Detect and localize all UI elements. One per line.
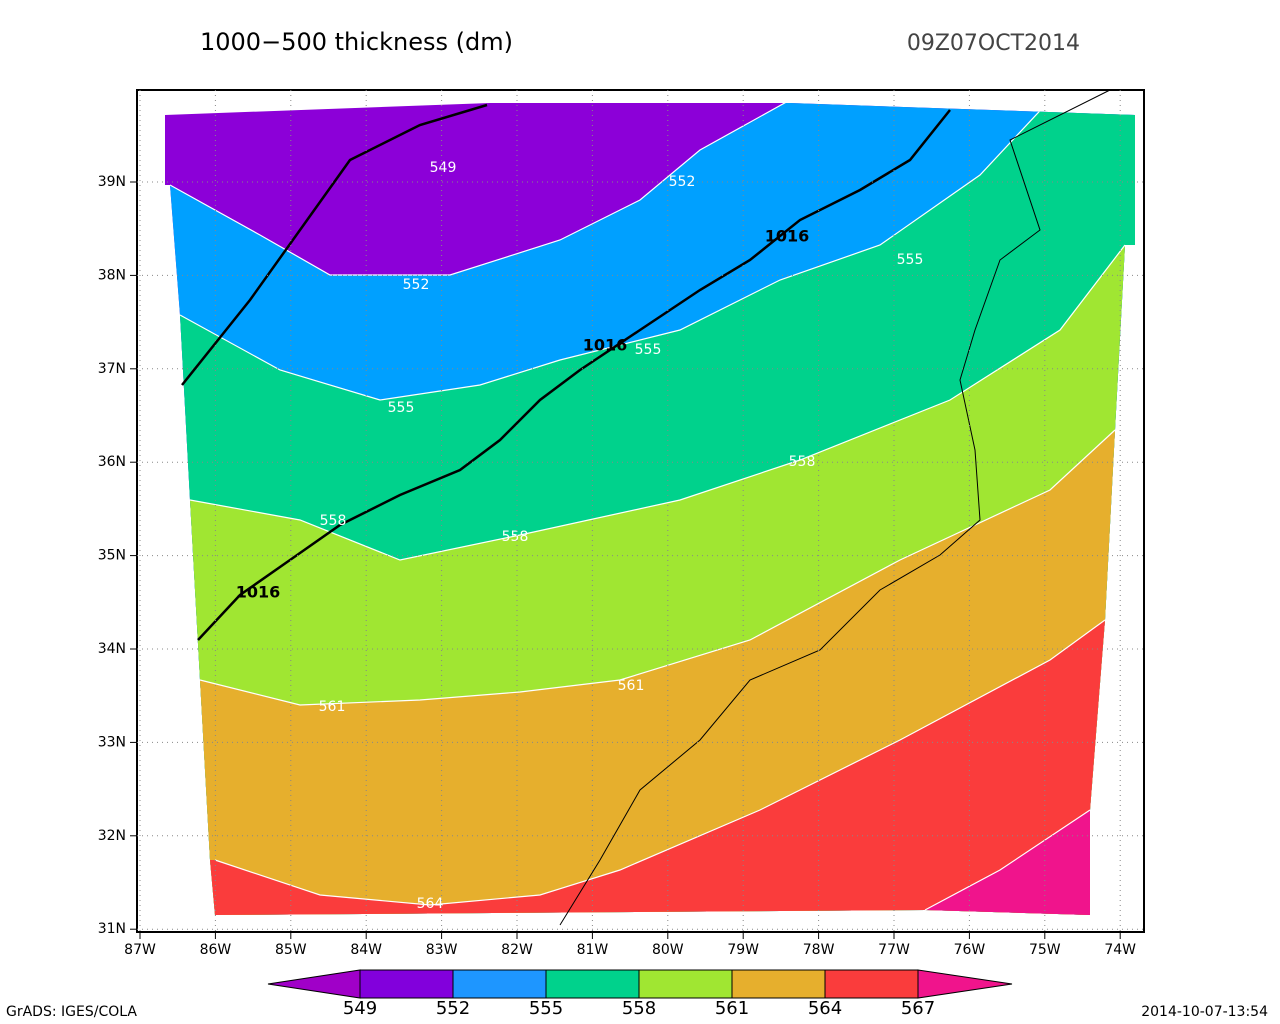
colorbar-label: 567	[901, 998, 935, 1019]
contour-line	[169, 103, 791, 276]
colorbar-cell	[359, 969, 454, 999]
lat-label: 37N	[98, 361, 126, 377]
colorbar-cell	[545, 969, 640, 999]
colorbar-label: 564	[808, 998, 842, 1019]
isobar-label: 1016	[765, 227, 810, 246]
contour-line	[199, 429, 1116, 706]
colorbar-label: 558	[622, 998, 656, 1019]
colorbar	[267, 969, 1013, 999]
lat-label: 33N	[98, 734, 126, 750]
isobar	[197, 109, 951, 641]
lat-label: 36N	[98, 454, 126, 470]
colorbar-cell	[824, 969, 919, 999]
lon-label: 78W	[803, 942, 835, 958]
lat-label: 34N	[98, 641, 126, 657]
lon-label: 75W	[1029, 942, 1061, 958]
contour-line	[179, 103, 1051, 401]
footer-left: GrADS: IGES/COLA	[6, 1004, 137, 1020]
colorbar-cell	[917, 969, 1013, 999]
lon-label: 86W	[200, 942, 232, 958]
lat-label: 31N	[98, 921, 126, 937]
contour-line	[189, 244, 1126, 561]
map-frame	[136, 89, 1145, 933]
contour-label: 555	[897, 252, 924, 268]
colorbar-label: 549	[343, 998, 377, 1019]
colorbar-cell	[638, 969, 733, 999]
contour-label: 558	[320, 513, 347, 529]
colorbar-label: 552	[436, 998, 470, 1019]
contour-line	[214, 619, 1106, 906]
lon-label: 83W	[426, 942, 458, 958]
lat-label: 32N	[98, 828, 126, 844]
lon-label: 87W	[124, 942, 156, 958]
contour-label: 561	[618, 678, 645, 694]
colorbar-label: 561	[715, 998, 749, 1019]
band-564-567	[165, 620, 1135, 915]
isobar	[181, 103, 488, 386]
lon-label: 80W	[652, 942, 684, 958]
lon-label: 77W	[878, 942, 910, 958]
contour-label: 555	[388, 400, 415, 416]
colorbar-cell	[267, 969, 361, 999]
contour-label: 564	[417, 896, 444, 912]
title: 1000−500 thickness (dm)	[200, 28, 513, 56]
colorbar-cell	[452, 969, 547, 999]
contour-label: 549	[430, 160, 457, 176]
lon-label: 79W	[727, 942, 759, 958]
valid-time: 09Z07OCT2014	[907, 31, 1080, 56]
contour-line	[924, 809, 1091, 911]
lon-label: 74W	[1104, 942, 1136, 958]
thickness-field	[165, 103, 1135, 915]
lon-label: 81W	[577, 942, 609, 958]
colorbar-cell	[731, 969, 826, 999]
lat-label: 39N	[98, 174, 126, 190]
contour-label: 558	[502, 529, 529, 545]
isobar-label: 1016	[236, 583, 281, 602]
isobar-label: 1016	[583, 336, 628, 355]
lon-label: 85W	[275, 942, 307, 958]
contour-label: 552	[403, 277, 430, 293]
coastline	[559, 89, 1111, 926]
contour-label: 555	[635, 342, 662, 358]
lon-label: 76W	[954, 942, 986, 958]
lon-label: 82W	[501, 942, 533, 958]
lon-label: 84W	[350, 942, 382, 958]
lat-label: 35N	[98, 548, 126, 564]
lat-label: 38N	[98, 267, 126, 283]
footer-right: 2014-10-07-13:54	[1141, 1004, 1268, 1020]
colorbar-label: 555	[529, 998, 563, 1019]
contour-label: 561	[319, 699, 346, 715]
